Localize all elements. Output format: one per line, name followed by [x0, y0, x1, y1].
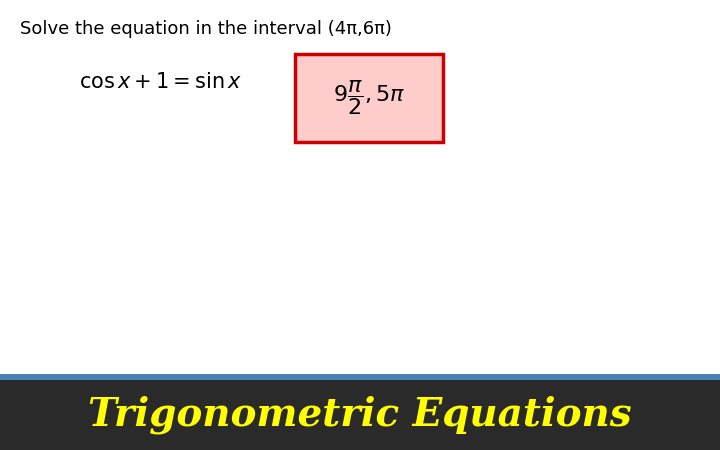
Bar — [0, 374, 720, 380]
Text: Solve the equation in the interval (4π,6π): Solve the equation in the interval (4π,6… — [20, 20, 392, 38]
Bar — [0, 380, 720, 450]
Text: $9\dfrac{\pi}{2},5\pi$: $9\dfrac{\pi}{2},5\pi$ — [333, 78, 405, 117]
Text: Trigonometric Equations: Trigonometric Equations — [88, 396, 632, 434]
FancyBboxPatch shape — [295, 54, 443, 142]
Text: $\cos x + 1 = \sin x$: $\cos x + 1 = \sin x$ — [79, 72, 243, 92]
